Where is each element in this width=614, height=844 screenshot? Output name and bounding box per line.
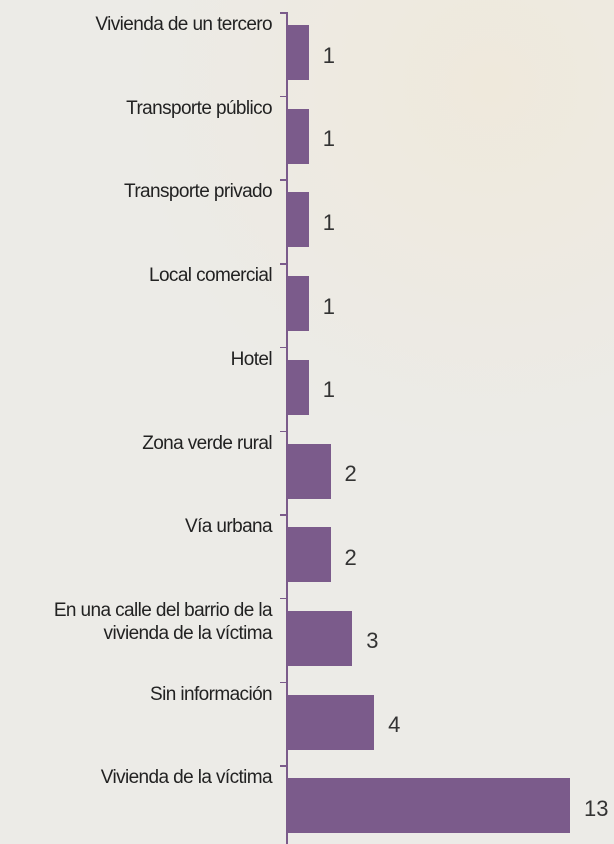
category-tick <box>280 430 287 432</box>
value-label: 1 <box>322 42 336 68</box>
category-axis <box>286 12 288 844</box>
category-tick <box>280 12 287 14</box>
bar <box>287 527 331 583</box>
value-label: 1 <box>322 126 336 152</box>
category-label: En una calle del barrio de la vivienda d… <box>53 599 273 644</box>
bar <box>287 694 375 750</box>
category-tick <box>280 681 287 684</box>
bar <box>287 276 309 332</box>
category-label: Sin información <box>150 683 273 705</box>
value-label: 2 <box>344 461 357 486</box>
bar <box>287 610 353 666</box>
category-tick <box>280 346 287 349</box>
category-label: Zona verde rural <box>142 432 272 454</box>
category-tick <box>280 514 287 516</box>
bar <box>287 359 309 415</box>
bar <box>287 25 309 80</box>
value-label: 1 <box>322 377 336 403</box>
category-label: Vía urbana <box>185 516 273 538</box>
category-tick <box>280 597 287 600</box>
category-label: Transporte público <box>126 97 272 119</box>
bar <box>287 443 331 499</box>
value-label: 1 <box>322 209 336 235</box>
bar <box>287 192 309 248</box>
category-label: Vivienda de un tercero <box>95 14 272 35</box>
category-tick <box>280 263 287 265</box>
value-label: 3 <box>366 628 379 654</box>
category-tick <box>280 95 287 98</box>
value-label: 1 <box>322 293 336 319</box>
value-label: 13 <box>584 795 609 821</box>
category-tick <box>280 179 287 181</box>
value-label: 2 <box>344 544 357 570</box>
bar <box>287 108 309 164</box>
value-label: 4 <box>388 712 401 738</box>
category-label: Vivienda de la víctima <box>100 767 273 789</box>
category-label: Local comercial <box>149 265 273 287</box>
category-label: Hotel <box>230 348 273 370</box>
category-tick <box>280 765 287 767</box>
bar <box>287 778 570 834</box>
category-label: Transporte privado <box>124 181 273 203</box>
